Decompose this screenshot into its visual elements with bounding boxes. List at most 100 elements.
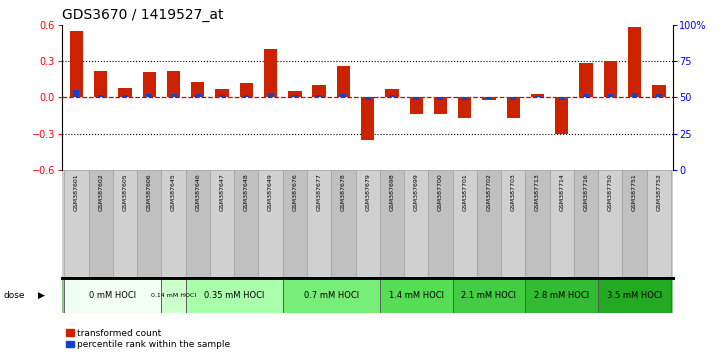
Bar bbox=[282, 279, 380, 313]
Text: GSM387702: GSM387702 bbox=[486, 173, 491, 211]
Bar bbox=[219, 95, 225, 97]
Bar bbox=[292, 95, 298, 97]
Bar bbox=[428, 170, 453, 278]
Bar bbox=[526, 170, 550, 278]
Bar bbox=[550, 170, 574, 278]
Bar bbox=[282, 170, 307, 278]
Bar bbox=[486, 97, 492, 98]
Bar bbox=[380, 170, 404, 278]
Text: GSM387606: GSM387606 bbox=[147, 173, 151, 211]
Text: GSM387677: GSM387677 bbox=[317, 173, 322, 211]
Bar bbox=[288, 91, 301, 97]
Text: dose: dose bbox=[4, 291, 25, 300]
Text: GSM387698: GSM387698 bbox=[389, 173, 395, 211]
Text: GSM387678: GSM387678 bbox=[341, 173, 346, 211]
Bar bbox=[89, 170, 113, 278]
Bar bbox=[137, 170, 162, 278]
Text: GSM387703: GSM387703 bbox=[511, 173, 515, 211]
Bar bbox=[243, 95, 249, 97]
Bar bbox=[195, 94, 201, 97]
Text: GSM387602: GSM387602 bbox=[98, 173, 103, 211]
Text: 2.1 mM HOCl: 2.1 mM HOCl bbox=[462, 291, 516, 300]
Bar bbox=[656, 94, 662, 97]
Bar bbox=[113, 170, 137, 278]
Bar bbox=[122, 95, 128, 97]
Text: GDS3670 / 1419527_at: GDS3670 / 1419527_at bbox=[62, 8, 223, 22]
Bar bbox=[162, 279, 186, 313]
Text: 3.5 mM HOCl: 3.5 mM HOCl bbox=[607, 291, 662, 300]
Text: GSM387601: GSM387601 bbox=[74, 173, 79, 211]
Bar bbox=[604, 61, 617, 97]
Bar bbox=[622, 170, 646, 278]
Bar bbox=[361, 97, 374, 140]
Bar bbox=[74, 90, 79, 97]
Text: GSM387648: GSM387648 bbox=[244, 173, 249, 211]
Bar bbox=[526, 279, 598, 313]
Bar bbox=[186, 279, 282, 313]
Bar bbox=[146, 94, 152, 97]
Text: 1.4 mM HOCl: 1.4 mM HOCl bbox=[389, 291, 443, 300]
Bar bbox=[268, 92, 274, 97]
Text: GSM387645: GSM387645 bbox=[171, 173, 176, 211]
Text: GSM387699: GSM387699 bbox=[414, 173, 419, 211]
Bar bbox=[215, 89, 229, 97]
Bar bbox=[385, 89, 399, 97]
Text: ▶: ▶ bbox=[38, 291, 44, 300]
Bar bbox=[646, 170, 671, 278]
Bar bbox=[170, 94, 176, 97]
Bar bbox=[64, 279, 162, 313]
Bar bbox=[583, 94, 589, 97]
Text: 0.7 mM HOCl: 0.7 mM HOCl bbox=[304, 291, 359, 300]
Bar bbox=[336, 66, 350, 97]
Bar bbox=[365, 97, 371, 100]
Bar bbox=[510, 97, 516, 100]
Bar bbox=[598, 170, 622, 278]
Bar bbox=[312, 85, 326, 97]
Text: GSM387700: GSM387700 bbox=[438, 173, 443, 211]
Bar bbox=[453, 279, 526, 313]
Bar bbox=[559, 97, 565, 100]
Bar bbox=[191, 82, 205, 97]
Bar bbox=[143, 72, 156, 97]
Text: 0.35 mM HOCl: 0.35 mM HOCl bbox=[204, 291, 264, 300]
Bar bbox=[316, 95, 322, 97]
Bar bbox=[64, 170, 89, 278]
Bar bbox=[414, 97, 419, 100]
Text: GSM387701: GSM387701 bbox=[462, 173, 467, 211]
Bar bbox=[501, 170, 526, 278]
Text: GSM387716: GSM387716 bbox=[584, 173, 588, 211]
Bar bbox=[598, 279, 671, 313]
Bar bbox=[652, 85, 665, 97]
Bar bbox=[453, 170, 477, 278]
Bar bbox=[389, 95, 395, 97]
Bar bbox=[507, 97, 520, 118]
Bar bbox=[98, 95, 103, 97]
Bar bbox=[628, 27, 641, 97]
Bar bbox=[555, 97, 569, 133]
Text: 0.14 mM HOCl: 0.14 mM HOCl bbox=[151, 293, 196, 298]
Text: 2.8 mM HOCl: 2.8 mM HOCl bbox=[534, 291, 590, 300]
Text: GSM387647: GSM387647 bbox=[220, 173, 224, 211]
Bar bbox=[307, 170, 331, 278]
Bar bbox=[70, 31, 83, 97]
Bar bbox=[534, 96, 540, 97]
Bar bbox=[462, 97, 467, 100]
Bar bbox=[210, 170, 234, 278]
Bar bbox=[355, 170, 380, 278]
Text: 0 mM HOCl: 0 mM HOCl bbox=[90, 291, 136, 300]
Bar bbox=[258, 170, 282, 278]
Legend: transformed count, percentile rank within the sample: transformed count, percentile rank withi… bbox=[66, 329, 230, 349]
Text: GSM387714: GSM387714 bbox=[559, 173, 564, 211]
Bar bbox=[434, 97, 447, 114]
Bar bbox=[94, 71, 108, 97]
Bar bbox=[118, 88, 132, 97]
Bar bbox=[458, 97, 472, 118]
Text: GSM387646: GSM387646 bbox=[195, 173, 200, 211]
Bar bbox=[409, 97, 423, 114]
Bar bbox=[380, 279, 453, 313]
Bar bbox=[162, 170, 186, 278]
Text: GSM387605: GSM387605 bbox=[122, 173, 127, 211]
Bar bbox=[483, 97, 496, 100]
Bar bbox=[186, 170, 210, 278]
Text: GSM387649: GSM387649 bbox=[268, 173, 273, 211]
